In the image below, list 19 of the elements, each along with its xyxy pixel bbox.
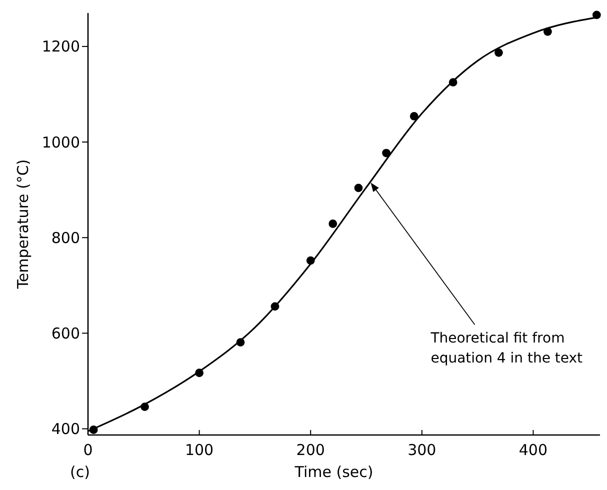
x-tick-label: 200 bbox=[296, 441, 325, 459]
y-tick-label: 1200 bbox=[42, 38, 80, 56]
y-tick-label: 800 bbox=[51, 228, 80, 247]
x-tick-label: 0 bbox=[83, 441, 93, 459]
y-tick-label: 600 bbox=[51, 324, 80, 342]
y-axis-title: Temperature (°C) bbox=[14, 159, 32, 290]
annotation: Theoretical fit from equation 4 in the text bbox=[430, 330, 584, 367]
point bbox=[494, 48, 503, 57]
point bbox=[382, 148, 390, 158]
point bbox=[328, 220, 338, 228]
x-axis-title: Time (sec) bbox=[294, 463, 374, 481]
text: (c) bbox=[70, 463, 90, 481]
x-tick-label: 400 bbox=[518, 441, 548, 459]
y-tick-label: 400 bbox=[51, 420, 80, 438]
x-tick-label: 100 bbox=[184, 441, 214, 459]
x-tick-label: 300 bbox=[408, 441, 436, 459]
point bbox=[354, 184, 363, 192]
point bbox=[410, 112, 418, 120]
y-tick-label: 1000 bbox=[42, 133, 80, 152]
